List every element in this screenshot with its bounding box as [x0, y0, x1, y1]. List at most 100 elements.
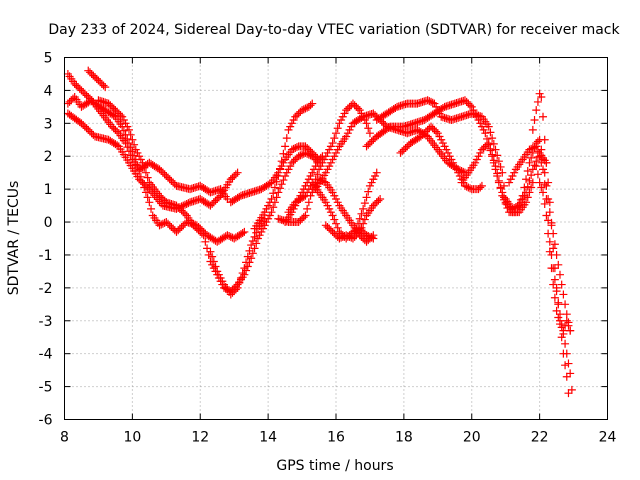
data-point — [396, 148, 405, 157]
data-point — [323, 222, 332, 231]
data-point — [552, 283, 561, 292]
data-point — [281, 142, 290, 151]
data-point — [357, 232, 366, 241]
data-point — [540, 199, 549, 208]
data-point — [533, 170, 542, 179]
data-point — [138, 158, 147, 167]
data-point — [357, 223, 366, 232]
data-point — [542, 181, 551, 190]
data-point — [80, 122, 89, 131]
data-point — [532, 106, 541, 115]
data-point — [337, 116, 346, 125]
data-point — [203, 244, 212, 253]
data-point — [438, 103, 447, 112]
data-point — [532, 142, 541, 151]
data-point — [450, 162, 459, 171]
data-point — [466, 184, 475, 193]
data-point — [128, 135, 137, 144]
data-point — [294, 218, 303, 227]
data-point — [238, 229, 247, 238]
data-point — [147, 204, 156, 213]
data-point — [306, 101, 315, 110]
y-tick-label: 3 — [44, 116, 53, 132]
data-point — [364, 187, 373, 196]
data-point — [510, 168, 519, 177]
data-point — [561, 339, 570, 348]
data-point — [143, 173, 152, 182]
data-point — [233, 168, 242, 177]
data-point — [477, 181, 486, 190]
data-point — [494, 157, 503, 166]
data-point — [367, 137, 376, 146]
data-point — [342, 132, 351, 141]
data-point — [235, 278, 244, 287]
x-tick-label: 12 — [191, 430, 209, 446]
data-point — [372, 168, 381, 177]
data-point — [136, 155, 145, 164]
data-point — [530, 116, 539, 125]
y-tick-label: -2 — [39, 281, 53, 297]
data-point — [70, 79, 79, 88]
data-point — [262, 218, 271, 227]
data-point — [423, 96, 432, 105]
data-point — [503, 204, 512, 213]
data-point — [208, 260, 217, 269]
data-point — [371, 199, 380, 208]
data-point — [326, 208, 335, 217]
data-point — [214, 270, 223, 279]
data-point — [533, 137, 542, 146]
data-point — [158, 195, 167, 204]
data-point — [116, 111, 125, 120]
data-point — [209, 198, 218, 207]
data-point — [360, 199, 369, 208]
data-point — [466, 101, 475, 110]
data-point — [522, 188, 531, 197]
data-point — [223, 195, 232, 204]
data-point — [223, 231, 232, 240]
data-point — [523, 167, 532, 176]
data-point — [189, 221, 198, 230]
data-point — [557, 280, 566, 289]
data-point — [287, 119, 296, 128]
data-point — [428, 98, 437, 107]
data-point — [191, 222, 200, 231]
data-point — [262, 204, 271, 213]
data-point — [309, 150, 318, 159]
data-point — [240, 227, 249, 236]
data-point — [399, 145, 408, 154]
data-point — [544, 229, 553, 238]
data-point — [365, 234, 374, 243]
data-point — [253, 234, 262, 243]
data-point — [420, 129, 429, 138]
data-point — [279, 176, 288, 185]
data-point — [80, 89, 89, 98]
data-point — [549, 280, 558, 289]
data-point — [340, 109, 349, 118]
data-point — [321, 221, 330, 230]
series-arc-14 — [321, 195, 385, 243]
data-point — [476, 183, 485, 192]
data-point — [167, 176, 176, 185]
data-point — [460, 181, 469, 190]
data-point — [484, 122, 493, 131]
data-point — [554, 313, 563, 322]
data-point — [532, 162, 541, 171]
data-point — [348, 99, 357, 108]
data-point — [443, 148, 452, 157]
data-point — [435, 132, 444, 141]
data-point — [196, 227, 205, 236]
data-point — [355, 106, 364, 115]
data-point — [520, 183, 529, 192]
data-point — [479, 125, 488, 134]
x-tick-label: 8 — [60, 430, 69, 446]
y-tick-label: 2 — [44, 149, 53, 165]
data-point — [371, 171, 380, 180]
x-tick-label: 14 — [259, 430, 277, 446]
data-point — [325, 145, 334, 154]
data-point — [160, 170, 169, 179]
data-point — [364, 236, 373, 245]
data-point — [335, 119, 344, 128]
data-point — [484, 139, 493, 148]
data-point — [308, 168, 317, 177]
data-point — [359, 234, 368, 243]
